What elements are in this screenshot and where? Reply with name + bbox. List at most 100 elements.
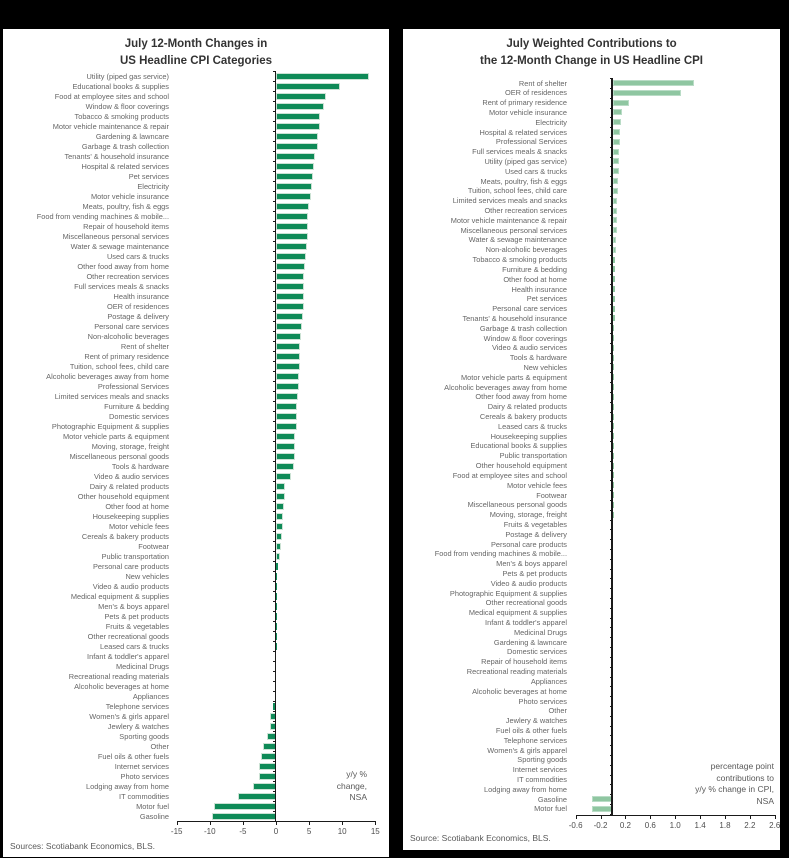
category-label: Window & floor coverings (483, 333, 567, 343)
x-axis-tick (724, 815, 726, 819)
x-axis-tick-label: 2.6 (769, 821, 781, 830)
category-label: Health insurance (511, 284, 567, 294)
x-axis-tick (309, 821, 311, 825)
bar (276, 322, 302, 330)
category-label: Motor vehicle maintenance & repair (52, 121, 169, 131)
bar (613, 178, 618, 185)
category-tick (272, 561, 276, 562)
bar (276, 312, 304, 320)
category-tick (272, 781, 276, 782)
category-label: Fuel oils & other fuels (495, 725, 567, 735)
category-tick (272, 431, 276, 432)
category-label: Internet services (114, 761, 169, 771)
category-label: Pets & pet products (104, 611, 170, 621)
bar (613, 452, 614, 459)
x-axis-tick-label: 15 (370, 827, 380, 836)
category-tick (272, 521, 276, 522)
category-tick (272, 191, 276, 192)
category-label: Fruits & vegetables (105, 621, 169, 631)
category-label: Leased cars & trucks (99, 641, 169, 651)
category-label: Medical equipment & supplies (468, 608, 567, 618)
category-tick (272, 171, 276, 172)
bar (276, 362, 301, 370)
category-tick (272, 581, 276, 582)
category-label: Medicinal Drugs (514, 627, 567, 637)
bar (276, 612, 277, 620)
bar (276, 432, 296, 440)
chart-title: July Weighted Contributions to the 12-Mo… (403, 36, 780, 70)
category-label: Men's & boys apparel (98, 601, 169, 611)
category-tick (272, 201, 276, 202)
category-label: Motor vehicle parts & equipment (461, 372, 567, 382)
category-label: Women's & girls apparel (89, 711, 169, 721)
bar (613, 354, 615, 361)
category-label: OER of residences (504, 88, 567, 98)
category-label: Dairy & related products (487, 402, 567, 412)
bar (613, 119, 622, 126)
bar (276, 92, 326, 100)
bar (613, 246, 617, 253)
x-axis-tick-label: -5 (239, 827, 247, 836)
category-tick (272, 301, 276, 302)
chart-title-line1: July 12-Month Changes in (124, 38, 268, 50)
category-label: Full services meals & snacks (472, 147, 567, 157)
bar (276, 152, 316, 160)
category-tick (272, 661, 276, 662)
category-label: Tools & hardware (509, 353, 567, 363)
category-tick (272, 771, 276, 772)
category-tick (272, 391, 276, 392)
axis-note-line: NSA (756, 795, 774, 806)
category-label: Infant & toddler's apparel (87, 651, 169, 661)
category-label: Tenants' & household insurance (462, 313, 567, 323)
bar (613, 344, 615, 351)
bar (276, 512, 283, 520)
x-axis-tick (675, 815, 677, 819)
category-label: Miscellaneous personal services (460, 225, 567, 235)
x-axis-tick-label: -0.6 (568, 821, 583, 830)
axis-note: y/y % change, NSA (337, 769, 367, 804)
category-tick (272, 471, 276, 472)
category-tick (272, 711, 276, 712)
category-tick (272, 671, 276, 672)
chart-title-line2: the 12-Month Change in US Headline CPI (480, 55, 703, 67)
category-label: Alcoholic beverages at home (472, 686, 567, 696)
bar (276, 412, 297, 420)
bar (613, 266, 616, 273)
category-label: Utility (piped gas service) (484, 156, 567, 166)
category-label: Photographic Equipment & supplies (449, 588, 567, 598)
bar (613, 315, 615, 322)
category-label: Garbage & trash collection (479, 323, 567, 333)
x-axis-tick (650, 815, 652, 819)
category-tick (272, 101, 276, 102)
bar (613, 236, 617, 243)
category-label: Water & sewage maintenance (70, 241, 169, 251)
category-label: Lodging away from home (484, 784, 567, 794)
category-tick (272, 451, 276, 452)
category-label: Miscellaneous personal services (62, 231, 169, 241)
bar (213, 802, 276, 810)
bar (276, 252, 307, 260)
category-label: Tuition, school fees, child care (69, 361, 169, 371)
axis-note: percentage point contributions to y/y % ch… (695, 761, 774, 807)
bar (276, 222, 308, 230)
category-label: Food at employee sites and school (54, 91, 169, 101)
bar (613, 501, 614, 508)
category-label: Utility (piped gas service) (86, 71, 169, 81)
bar (276, 302, 304, 310)
x-axis-tick (749, 815, 751, 819)
category-tick (272, 401, 276, 402)
category-label: Postage & delivery (505, 529, 567, 539)
category-tick (272, 551, 276, 552)
category-label: Non-alcoholic beverages (485, 245, 567, 255)
category-label: Meats, poultry, fish & eggs (82, 201, 169, 211)
category-tick (272, 611, 276, 612)
category-label: Educational books & supplies (72, 81, 169, 91)
x-axis-tick-label: 0.6 (644, 821, 656, 830)
category-tick (272, 481, 276, 482)
zero-axis-line (274, 71, 276, 821)
category-label: Appliances (530, 676, 567, 686)
x-axis-tick (176, 821, 178, 825)
bar (613, 413, 614, 420)
category-tick (272, 701, 276, 702)
x-axis-tick-label: 5 (306, 827, 312, 836)
